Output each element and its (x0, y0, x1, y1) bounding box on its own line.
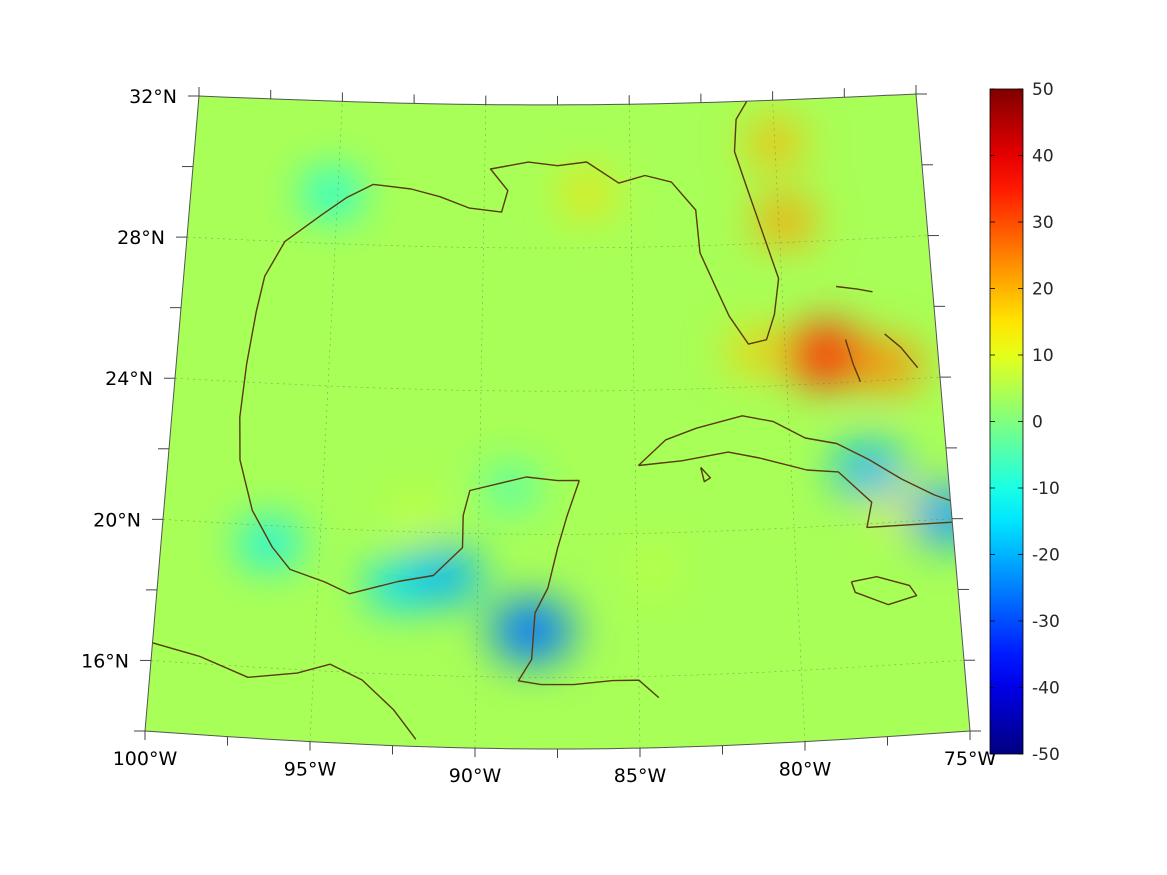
coastline (836, 285, 873, 293)
lat-tick-label: 32°N (129, 86, 177, 108)
colorbar-tick-label: -10 (1032, 479, 1060, 499)
lon-tick-label: 75°W (944, 748, 997, 770)
anomaly-blob (561, 174, 612, 214)
parallel (150, 659, 965, 678)
lat-tick-label: 20°N (93, 509, 141, 531)
anomaly-blob (857, 340, 922, 391)
coastline (850, 576, 918, 606)
colorbar-tick-label: 50 (1032, 80, 1054, 100)
lat-tick-label: 28°N (117, 227, 165, 249)
colorbar-tick-label: 20 (1032, 280, 1054, 300)
colorbar-ticks: 50 40 30 20 10 0 -10 -20 -30 -40 -50 (990, 80, 1060, 765)
coastline (637, 415, 970, 529)
colorbar-tick-label: -30 (1032, 612, 1060, 632)
coastline (700, 466, 712, 483)
frame-ticks (134, 85, 981, 758)
longitude-labels: 100°W 95°W 90°W 85°W 80°W 75°W (113, 748, 997, 787)
parallel (174, 376, 941, 392)
lat-tick-label: 16°N (81, 650, 129, 672)
anomaly-blob (410, 548, 482, 604)
colorbar-tick-label: 10 (1032, 346, 1054, 366)
map-panel: 100°W 95°W 90°W 85°W 80°W 75°W 32°N 28°N 24°N 20… (81, 85, 997, 787)
field-anomalies (239, 120, 970, 663)
latitude-labels: 32°N 28°N 24°N 20°N 16°N (81, 86, 177, 672)
coastline (884, 333, 919, 369)
anomaly-blob (490, 598, 573, 663)
lon-tick-label: 80°W (779, 759, 832, 781)
colorbar-tick-label: -20 (1032, 546, 1060, 566)
coastline (239, 100, 780, 595)
coastline (152, 642, 417, 740)
anomaly-blob (907, 486, 970, 545)
anomaly-blob (754, 197, 815, 245)
anomaly-blob (239, 519, 300, 567)
map-field-background (145, 94, 970, 749)
colorbar: 50 40 30 20 10 0 -10 -20 -30 -40 -50 (989, 80, 1060, 765)
meridian (309, 101, 343, 742)
colorbar-tick-label: 30 (1032, 213, 1054, 233)
anomaly-blob (485, 468, 536, 507)
coastline (517, 480, 660, 699)
anomaly-blob (728, 330, 782, 372)
anomaly-blob (746, 120, 804, 166)
coastline (844, 339, 862, 382)
colorbar-ramp (989, 88, 1024, 755)
lon-tick-label: 85°W (614, 765, 667, 787)
anomaly-blob (833, 442, 906, 498)
anomaly-blob (303, 171, 361, 216)
anomaly-blob (635, 555, 671, 583)
lon-tick-label: 90°W (449, 765, 502, 787)
coastlines (152, 100, 970, 740)
colorbar-tick-label: 40 (1032, 147, 1054, 167)
lat-tick-label: 24°N (105, 368, 153, 390)
anomaly-blob (784, 323, 866, 387)
colorbar-tick-label: -40 (1032, 679, 1060, 699)
meridian (772, 100, 806, 742)
lon-tick-label: 100°W (113, 748, 178, 770)
anomaly-blob (397, 499, 435, 529)
lon-tick-label: 95°W (284, 759, 337, 781)
colorbar-tick-label: 0 (1032, 413, 1043, 433)
colorbar-tick-label: -50 (1032, 745, 1060, 765)
